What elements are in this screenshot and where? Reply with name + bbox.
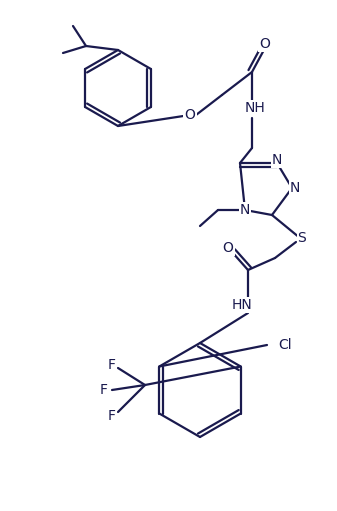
- Text: N: N: [240, 203, 250, 217]
- Text: Cl: Cl: [278, 338, 292, 352]
- Text: F: F: [108, 409, 116, 423]
- Text: O: O: [222, 241, 234, 255]
- Text: O: O: [185, 108, 195, 122]
- Text: HN: HN: [232, 298, 252, 312]
- Text: N: N: [290, 181, 300, 195]
- Text: F: F: [108, 358, 116, 372]
- Text: F: F: [100, 383, 108, 397]
- Text: O: O: [259, 37, 270, 51]
- Text: N: N: [272, 153, 282, 167]
- Text: S: S: [298, 231, 306, 245]
- Text: NH: NH: [245, 101, 265, 115]
